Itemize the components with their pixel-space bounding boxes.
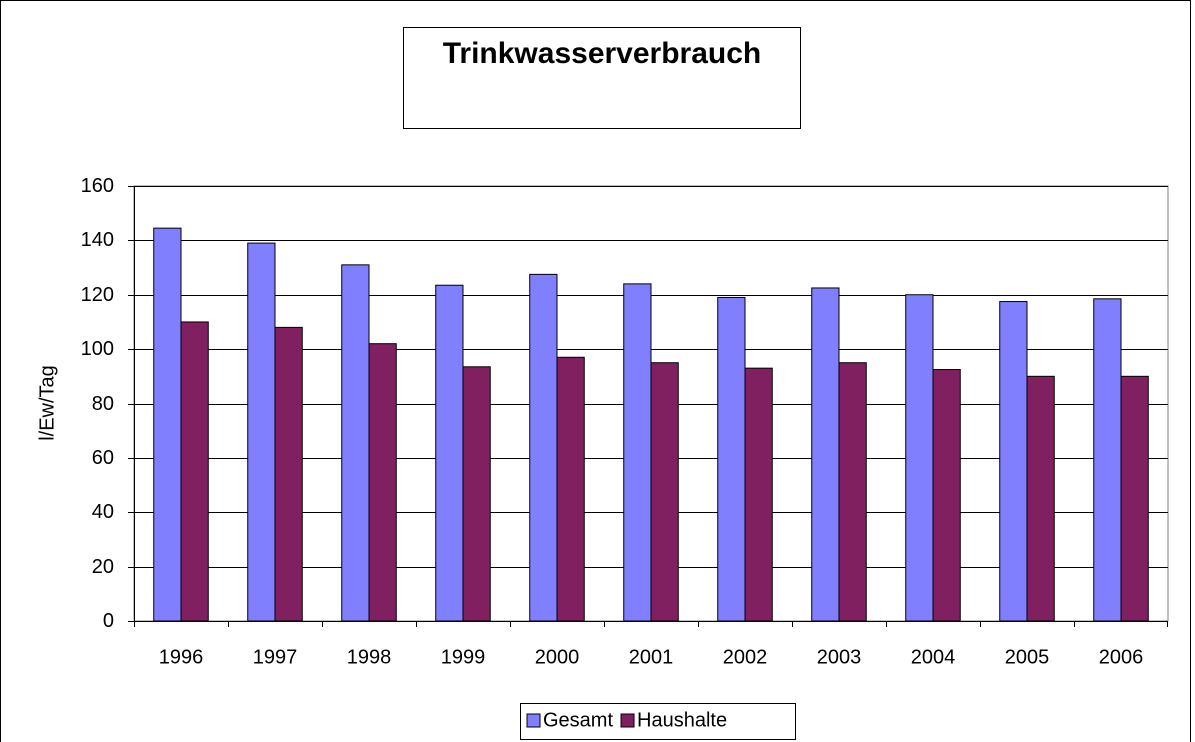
y-tick-label: 160: [81, 175, 114, 197]
x-tick-label: 1997: [253, 646, 298, 668]
bar: [247, 242, 276, 622]
bar: [341, 264, 370, 622]
y-tick-label: 100: [81, 338, 114, 360]
bar: [153, 227, 182, 622]
legend-swatch: [620, 713, 635, 728]
legend-label: Gesamt: [543, 709, 613, 731]
x-tick-label: 1998: [347, 646, 392, 668]
y-tick-label: 20: [92, 556, 114, 578]
bar: [1093, 298, 1122, 622]
bar: [368, 343, 397, 622]
bar: [932, 369, 961, 622]
y-tick-label: 80: [92, 393, 114, 415]
title-box: [403, 27, 801, 129]
bar: [435, 284, 464, 622]
y-tick-label: 40: [92, 501, 114, 523]
x-tick-label: 2000: [535, 646, 580, 668]
bar: [744, 367, 773, 622]
legend-label: Haushalte: [637, 709, 727, 731]
bar: [180, 321, 209, 622]
x-tick-label: 2006: [1099, 646, 1144, 668]
x-tick-label: 2005: [1005, 646, 1050, 668]
x-tick-label: 1999: [441, 646, 486, 668]
x-tick-label: 1996: [159, 646, 204, 668]
y-tick-label: 60: [92, 447, 114, 469]
bar: [462, 366, 491, 622]
x-tick-label: 2002: [723, 646, 768, 668]
bar: [905, 294, 934, 622]
bar: [838, 362, 867, 622]
x-tick-label: 2001: [629, 646, 674, 668]
y-tick-label: 0: [103, 610, 114, 632]
y-axis-label: l/Ew/Tag: [36, 365, 58, 441]
bar: [1120, 375, 1149, 622]
y-tick-label: 120: [81, 284, 114, 306]
bar: [274, 326, 303, 622]
y-tick-label: 140: [81, 229, 114, 251]
legend-box: [520, 703, 796, 740]
x-tick-label: 2004: [911, 646, 956, 668]
bar: [623, 283, 652, 622]
bar: [529, 273, 558, 622]
legend-swatch: [526, 713, 541, 728]
bar: [717, 296, 746, 622]
x-tick-label: 2003: [817, 646, 862, 668]
bar: [1026, 375, 1055, 622]
bar: [650, 362, 679, 622]
bar: [556, 356, 585, 622]
bar: [811, 287, 840, 622]
chart-title: Trinkwasserverbrauch: [443, 37, 762, 70]
bar: [999, 301, 1028, 622]
